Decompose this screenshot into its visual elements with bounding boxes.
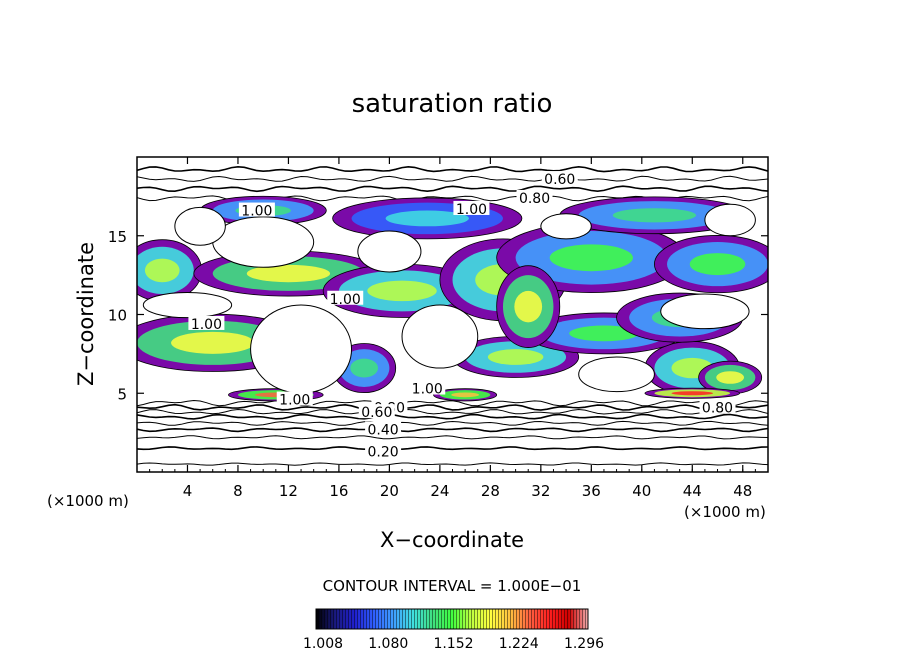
region-peak	[246, 264, 331, 283]
contour-label: 1.00	[191, 317, 222, 333]
contour-line	[137, 165, 768, 173]
colorbar-stripes	[316, 609, 588, 629]
region-peak	[716, 371, 745, 384]
contour-label: 1.00	[412, 382, 443, 398]
colorbar-tick-label: 1.296	[564, 636, 604, 652]
contour-label-bg	[365, 443, 402, 458]
colorbar-tick-label: 1.152	[433, 636, 473, 652]
contour-interval-text: CONTOUR INTERVAL = 1.000E−01	[323, 577, 582, 595]
x-tick-label: 40	[632, 482, 651, 500]
y-axis-ticks: 5 10 15	[108, 228, 768, 403]
hole-region	[540, 213, 592, 240]
hole-region	[578, 356, 655, 393]
contour-label: 0.80	[702, 400, 733, 416]
x-tick-label: 44	[683, 482, 702, 500]
contour-label: 1.00	[456, 202, 487, 218]
x-tick-label: 8	[233, 482, 243, 500]
contour-line	[137, 408, 768, 415]
x-unit-right: (×1000 m)	[684, 503, 766, 521]
x-tick-label: 24	[430, 482, 449, 500]
region-peak	[514, 290, 543, 323]
x-tick-label: 12	[279, 482, 298, 500]
colorbar-tick-labels: 1.008 1.080 1.152 1.224 1.296	[303, 636, 604, 652]
contour-label-bg	[453, 200, 490, 215]
contour-label: 0.20	[368, 445, 399, 461]
x-tick-label: 16	[329, 482, 348, 500]
contour-label: 0.40	[368, 422, 399, 438]
hole-region	[704, 203, 756, 237]
contour-label: 0.80	[519, 191, 550, 207]
colorbar-frame	[315, 608, 589, 630]
contour-line	[137, 185, 768, 193]
region-peak	[487, 349, 544, 365]
contour-label-bg	[188, 315, 225, 330]
contour-line	[137, 435, 768, 440]
contour-label-bg	[358, 404, 395, 419]
colorbar-tick-label: 1.008	[303, 636, 343, 652]
contour-line	[137, 420, 768, 426]
undersaturated-holes	[142, 203, 756, 394]
colorbar-tick-label: 1.224	[499, 636, 539, 652]
contour-line	[137, 175, 768, 182]
contour-label: 1.00	[241, 204, 272, 220]
region-peak	[451, 392, 480, 398]
contour-label-bg	[699, 399, 736, 414]
region-peak	[569, 325, 639, 342]
lower-contour-lines	[137, 399, 768, 466]
contour-label-bg	[276, 391, 313, 406]
plot-area	[137, 157, 768, 472]
y-axis-label: Z−coordinate	[74, 242, 98, 386]
hole-region	[250, 304, 353, 394]
y-tick-label: 10	[108, 307, 127, 325]
contour-line	[137, 462, 768, 466]
x-tick-label: 20	[380, 482, 399, 500]
region-peak	[350, 358, 379, 378]
hole-region	[401, 304, 479, 369]
contour-label: 1.00	[330, 292, 361, 308]
region-peak	[144, 258, 180, 283]
hole-region	[174, 206, 226, 246]
contour-label: 0.60	[544, 172, 575, 188]
contour-line	[137, 446, 768, 451]
x-tick-label: 36	[582, 482, 601, 500]
hole-region	[212, 216, 315, 268]
y-tick-label: 5	[117, 385, 127, 403]
contour-label-bg	[541, 171, 578, 186]
x-axis-ticks: 4 8 12 16 20 24 28 32 36 40 44 48	[136, 157, 769, 500]
x-tick-label: 32	[531, 482, 550, 500]
contour-line	[137, 427, 768, 433]
contour-label-bg	[516, 189, 553, 204]
x-unit-left: (×1000 m)	[47, 492, 129, 510]
contour-labels: 0.60 0.80 1.00 1.00 1.00 1.00 1.00 1.00 0.80 0.60…	[188, 171, 736, 461]
colorbar	[315, 608, 589, 630]
region-peak	[549, 244, 633, 272]
hole-region	[142, 291, 233, 319]
y-tick-label: 15	[108, 228, 127, 246]
region-peak	[689, 253, 746, 276]
contour-label: 0.60	[361, 405, 392, 421]
contour-line	[137, 403, 768, 411]
x-tick-label: 4	[183, 482, 193, 500]
contour-label: 1.00	[279, 393, 310, 409]
region-peak	[612, 208, 697, 223]
contour-label-bg	[365, 421, 402, 436]
contour-label-bg	[409, 380, 446, 395]
hole-region	[357, 230, 422, 273]
x-tick-label: 48	[733, 482, 752, 500]
region-peak	[385, 210, 469, 227]
region-peak	[671, 391, 714, 396]
contour-line	[137, 413, 768, 420]
chart-title: saturation ratio	[352, 89, 553, 119]
hole-region	[660, 293, 750, 330]
region-peak	[171, 331, 255, 354]
contour-label-bg	[238, 202, 275, 217]
colorbar-tick-label: 1.080	[368, 636, 408, 652]
x-axis-label: X−coordinate	[380, 528, 524, 552]
region-peak	[367, 280, 437, 302]
x-tick-label: 28	[481, 482, 500, 500]
contour-label-bg	[327, 290, 364, 305]
